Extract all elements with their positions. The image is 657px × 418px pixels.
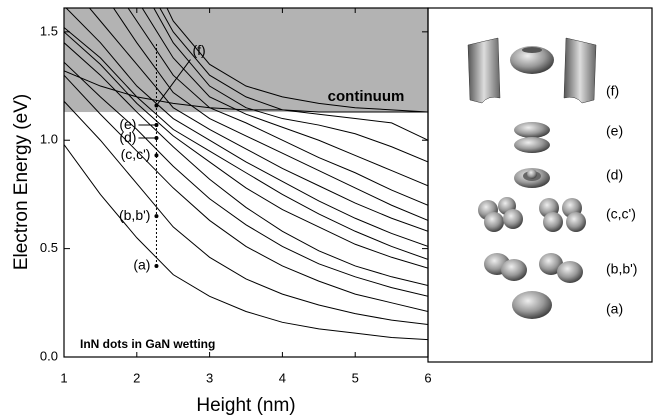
energy-curve [64, 27, 428, 260]
state-label: (a) [133, 257, 150, 273]
panel-frame [427, 7, 653, 363]
x-tick-label: 1 [60, 370, 67, 385]
state-label: (b,b') [119, 207, 150, 223]
y-axis-title: Electron Energy (eV) [11, 94, 32, 270]
energy-curve [65, 8, 428, 247]
state-point [154, 263, 159, 268]
x-tick-label: 5 [352, 370, 359, 385]
panel-label: (a) [606, 301, 623, 317]
y-tick-label: 0.5 [40, 240, 58, 255]
panel-label: (b,b') [606, 261, 637, 277]
continuum-label: continuum [328, 88, 405, 105]
state-label: (c,c') [121, 146, 151, 162]
wavefunction-images [467, 37, 597, 319]
energy-curve [141, 8, 428, 187]
panel-label: (c,c') [606, 206, 636, 222]
x-tick-label: 2 [133, 370, 140, 385]
energy-curve [64, 61, 428, 297]
state-point [154, 214, 159, 219]
energy-curve [64, 144, 428, 341]
energy-curve [64, 42, 428, 286]
state-point [154, 153, 159, 158]
state-label: (d) [119, 129, 136, 145]
energy-curve [127, 8, 428, 206]
energy-curve [64, 31, 428, 269]
x-axis-title: Height (nm) [196, 395, 295, 416]
state-label: (e) [119, 116, 136, 132]
y-tick-label: 0.0 [40, 348, 58, 363]
energy-curve [153, 8, 428, 163]
energy-curve [159, 8, 428, 141]
energy-curve [88, 8, 428, 232]
label-leader [156, 59, 191, 106]
state-label: (f) [192, 42, 205, 58]
x-tick-label: 4 [279, 370, 286, 385]
y-tick-label: 1.5 [40, 23, 58, 38]
note: InN dots in GaN wetting [80, 337, 215, 351]
x-tick-label: 6 [424, 370, 431, 385]
y-tick-label: 1.0 [40, 132, 58, 147]
energy-curve [64, 100, 428, 325]
x-tick-label: 3 [206, 370, 213, 385]
energy-curve [64, 70, 428, 113]
energy-curve [112, 8, 428, 221]
panel-label: (f) [606, 83, 619, 99]
panel-label: (e) [606, 123, 623, 139]
energy-curve [166, 8, 428, 113]
panel-label: (d) [606, 167, 623, 183]
energy-curve [64, 74, 428, 312]
